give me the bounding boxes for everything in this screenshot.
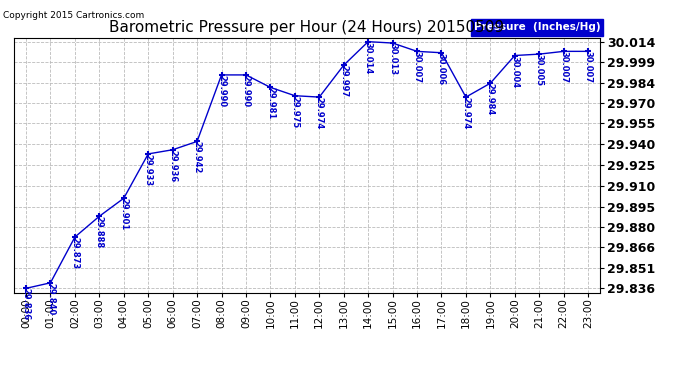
Text: 29.974: 29.974 xyxy=(462,97,471,129)
Text: Copyright 2015 Cartronics.com: Copyright 2015 Cartronics.com xyxy=(3,11,145,20)
Text: 29.984: 29.984 xyxy=(486,83,495,116)
Text: 29.942: 29.942 xyxy=(193,141,201,174)
Text: Pressure  (Inches/Hg): Pressure (Inches/Hg) xyxy=(473,22,600,32)
Text: 30.006: 30.006 xyxy=(437,53,446,85)
Text: 29.840: 29.840 xyxy=(46,283,55,315)
Text: 30.007: 30.007 xyxy=(584,51,593,83)
Text: 29.981: 29.981 xyxy=(266,87,275,120)
Text: 29.974: 29.974 xyxy=(315,97,324,129)
Title: Barometric Pressure per Hour (24 Hours) 20150509: Barometric Pressure per Hour (24 Hours) … xyxy=(110,20,504,35)
Text: 29.901: 29.901 xyxy=(119,198,128,231)
Text: 29.936: 29.936 xyxy=(168,150,177,182)
Text: 30.005: 30.005 xyxy=(535,54,544,86)
Text: 29.873: 29.873 xyxy=(70,237,79,269)
Text: 29.990: 29.990 xyxy=(241,75,250,107)
Text: 30.007: 30.007 xyxy=(559,51,568,83)
Text: 29.975: 29.975 xyxy=(290,96,299,128)
Text: 29.997: 29.997 xyxy=(339,65,348,98)
Text: 30.004: 30.004 xyxy=(511,56,520,88)
Text: 29.933: 29.933 xyxy=(144,154,152,186)
Text: 29.888: 29.888 xyxy=(95,216,103,248)
Text: 30.013: 30.013 xyxy=(388,43,397,75)
Text: 30.014: 30.014 xyxy=(364,42,373,74)
Text: 29.836: 29.836 xyxy=(21,288,30,321)
Text: 29.990: 29.990 xyxy=(217,75,226,107)
Text: 30.007: 30.007 xyxy=(413,51,422,83)
